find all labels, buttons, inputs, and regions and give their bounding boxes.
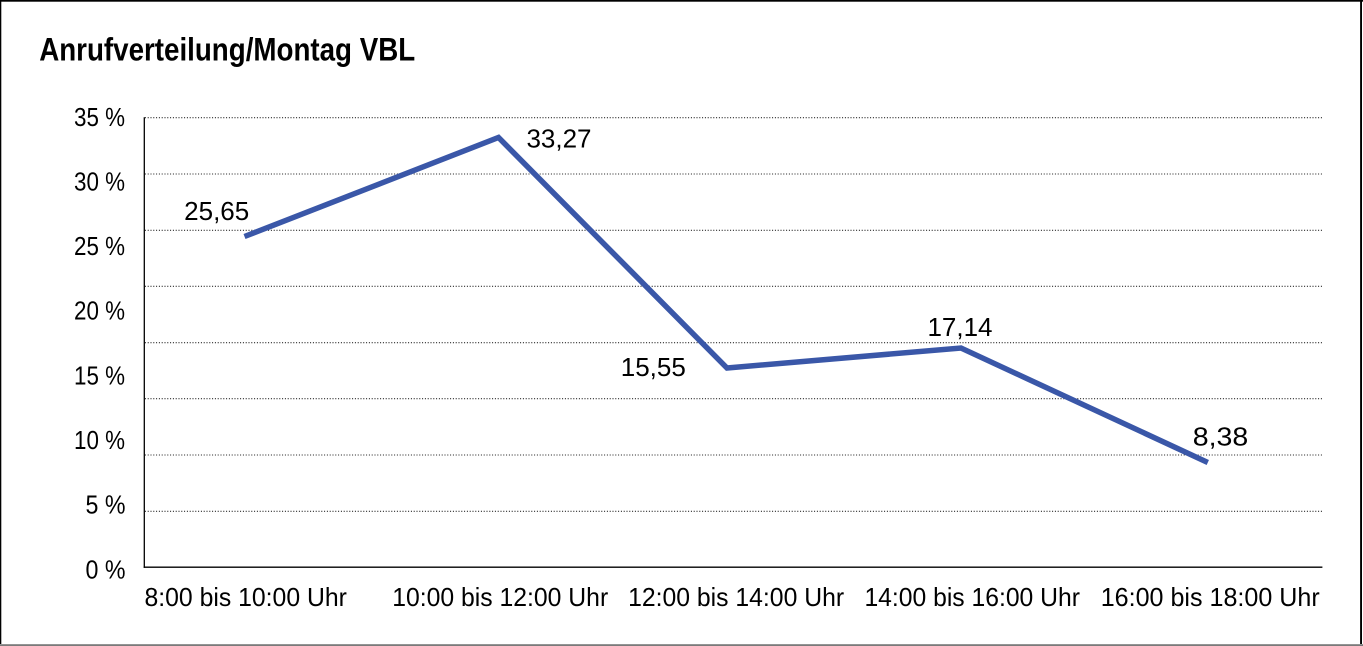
svg-text:8,38: 8,38 [1193,422,1249,452]
svg-text:35 %: 35 % [74,102,125,132]
svg-text:15,55: 15,55 [621,352,686,382]
svg-text:8:00 bis 10:00 Uhr: 8:00 bis 10:00 Uhr [145,582,348,612]
svg-text:16:00 bis 18:00 Uhr: 16:00 bis 18:00 Uhr [1101,582,1320,612]
svg-text:5 %: 5 % [86,490,126,520]
svg-text:20 %: 20 % [74,296,125,326]
svg-text:10:00 bis 12:00 Uhr: 10:00 bis 12:00 Uhr [392,582,608,612]
svg-text:15 %: 15 % [74,360,125,390]
svg-text:10 %: 10 % [74,425,125,455]
svg-text:25,65: 25,65 [184,196,249,226]
svg-text:30 %: 30 % [74,166,125,196]
svg-text:17,14: 17,14 [927,312,992,342]
svg-text:Anrufverteilung/Montag VBL: Anrufverteilung/Montag VBL [39,31,415,67]
svg-text:12:00 bis 14:00 Uhr: 12:00 bis 14:00 Uhr [628,582,844,612]
svg-text:33,27: 33,27 [526,124,591,154]
svg-text:0 %: 0 % [86,554,126,584]
svg-text:14:00 bis 16:00 Uhr: 14:00 bis 16:00 Uhr [864,582,1080,612]
svg-text:25 %: 25 % [74,231,125,261]
